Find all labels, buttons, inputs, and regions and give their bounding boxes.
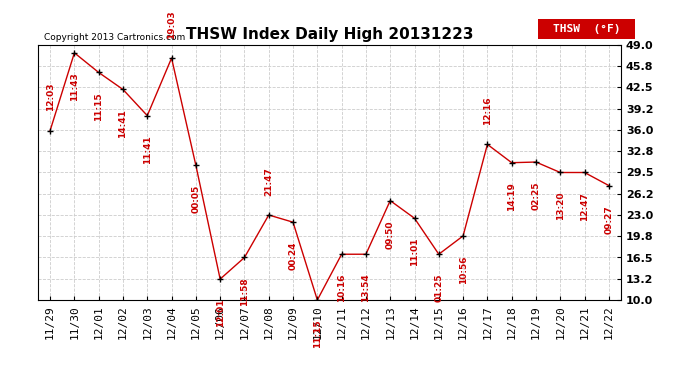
Text: 12:16: 12:16: [483, 96, 492, 125]
Text: 09:27: 09:27: [604, 205, 613, 234]
Text: 19:03: 19:03: [167, 10, 176, 39]
Text: Copyright 2013 Cartronics.com: Copyright 2013 Cartronics.com: [43, 33, 185, 42]
Text: 01:25: 01:25: [434, 274, 443, 302]
Text: 11:15: 11:15: [94, 92, 104, 120]
Text: 12:01: 12:01: [216, 298, 225, 327]
Text: 11:43: 11:43: [70, 72, 79, 101]
Text: 11:01: 11:01: [410, 238, 419, 266]
Text: 12:47: 12:47: [580, 192, 589, 221]
Text: 13:54: 13:54: [362, 274, 371, 302]
Text: 11:41: 11:41: [143, 135, 152, 164]
Text: 00:24: 00:24: [288, 242, 297, 270]
Text: 02:25: 02:25: [531, 182, 540, 210]
Text: 11:58: 11:58: [240, 277, 249, 306]
Text: 21:47: 21:47: [264, 166, 273, 195]
Text: 13:20: 13:20: [555, 192, 565, 220]
Text: 10:16: 10:16: [337, 274, 346, 302]
Text: 00:05: 00:05: [191, 185, 200, 213]
Text: 14:19: 14:19: [507, 182, 516, 211]
Text: 09:50: 09:50: [386, 220, 395, 249]
Text: 14:41: 14:41: [119, 109, 128, 138]
Text: 10:56: 10:56: [459, 255, 468, 284]
Text: THSW  (°F): THSW (°F): [553, 24, 620, 34]
Title: THSW Index Daily High 20131223: THSW Index Daily High 20131223: [186, 27, 473, 42]
Text: 12:03: 12:03: [46, 83, 55, 111]
Text: 11:15: 11:15: [313, 320, 322, 348]
